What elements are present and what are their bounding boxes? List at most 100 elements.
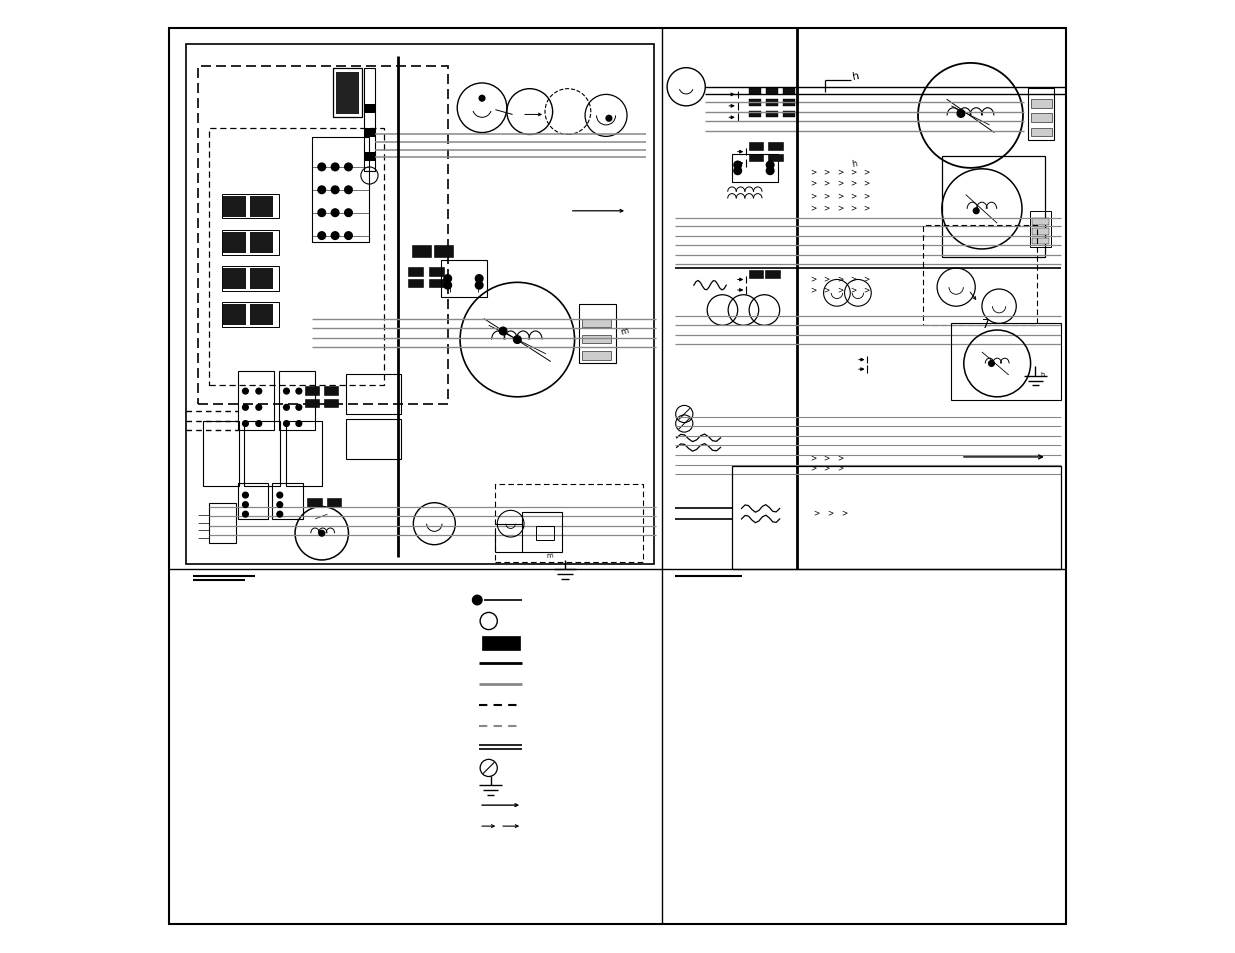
- Bar: [224, 305, 247, 326]
- Bar: [224, 269, 247, 290]
- Bar: [285, 421, 322, 486]
- Bar: [783, 100, 795, 107]
- Circle shape: [475, 275, 483, 283]
- Circle shape: [277, 512, 283, 517]
- Circle shape: [988, 361, 994, 367]
- Circle shape: [242, 421, 248, 427]
- Circle shape: [317, 164, 326, 172]
- Bar: [346, 419, 401, 459]
- Circle shape: [973, 209, 979, 214]
- Text: >: >: [837, 462, 844, 472]
- Bar: [224, 196, 247, 217]
- Bar: [1030, 212, 1051, 248]
- Bar: [768, 154, 783, 162]
- Bar: [346, 375, 401, 415]
- Circle shape: [256, 421, 262, 427]
- Text: >: >: [824, 167, 830, 176]
- Circle shape: [767, 168, 774, 175]
- Text: >: >: [837, 274, 844, 283]
- Circle shape: [345, 187, 352, 194]
- Circle shape: [475, 282, 483, 290]
- Bar: [732, 154, 778, 183]
- Circle shape: [317, 210, 326, 217]
- Circle shape: [242, 512, 248, 517]
- Bar: [767, 112, 778, 118]
- Circle shape: [443, 275, 452, 283]
- Text: >: >: [810, 203, 816, 213]
- Text: >: >: [863, 191, 869, 200]
- Circle shape: [734, 168, 741, 175]
- Bar: [238, 483, 268, 519]
- Circle shape: [331, 164, 338, 172]
- Text: >: >: [810, 178, 816, 188]
- Bar: [198, 67, 448, 405]
- Text: >: >: [863, 274, 869, 283]
- Text: >: >: [827, 508, 834, 517]
- Bar: [1030, 100, 1051, 109]
- Bar: [750, 154, 763, 162]
- Bar: [767, 89, 778, 95]
- Bar: [579, 305, 615, 364]
- Bar: [767, 100, 778, 107]
- Text: >: >: [837, 167, 844, 176]
- Text: h: h: [1040, 372, 1045, 377]
- Bar: [209, 503, 236, 543]
- Bar: [308, 498, 322, 507]
- Text: 7: 7: [982, 317, 990, 331]
- Circle shape: [767, 162, 774, 170]
- Bar: [582, 335, 611, 344]
- Circle shape: [277, 493, 283, 498]
- Bar: [435, 246, 453, 257]
- Circle shape: [345, 210, 352, 217]
- Bar: [1028, 89, 1055, 141]
- Text: m: m: [620, 326, 630, 337]
- Text: >: >: [824, 203, 830, 213]
- Text: >: >: [837, 191, 844, 200]
- Text: >: >: [850, 178, 857, 188]
- Bar: [750, 112, 761, 118]
- Bar: [209, 129, 384, 386]
- Text: >: >: [824, 453, 830, 462]
- Bar: [495, 484, 643, 562]
- Text: >: >: [810, 285, 816, 294]
- Text: >: >: [863, 285, 869, 294]
- Text: >: >: [824, 178, 830, 188]
- Bar: [243, 421, 280, 486]
- Bar: [364, 129, 375, 138]
- Text: >: >: [837, 203, 844, 213]
- Bar: [1031, 219, 1049, 226]
- Bar: [1031, 238, 1049, 245]
- Text: >: >: [842, 508, 848, 517]
- Bar: [942, 157, 1045, 257]
- Bar: [482, 637, 520, 650]
- Bar: [783, 89, 795, 95]
- Bar: [221, 231, 279, 255]
- Text: >: >: [837, 178, 844, 188]
- Bar: [522, 513, 562, 553]
- Text: >: >: [824, 285, 830, 294]
- Bar: [251, 269, 273, 290]
- Text: >: >: [824, 462, 830, 472]
- Bar: [203, 421, 238, 486]
- Bar: [750, 143, 763, 151]
- Bar: [582, 352, 611, 360]
- Text: >: >: [810, 167, 816, 176]
- Bar: [224, 233, 247, 253]
- Text: >: >: [813, 508, 819, 517]
- Text: >: >: [863, 203, 869, 213]
- Circle shape: [345, 164, 352, 172]
- Bar: [429, 279, 443, 288]
- Bar: [279, 372, 315, 431]
- Text: >: >: [810, 191, 816, 200]
- Bar: [1030, 114, 1051, 123]
- Bar: [1031, 229, 1049, 235]
- Text: >: >: [850, 274, 857, 283]
- Bar: [408, 279, 422, 288]
- Bar: [221, 194, 279, 219]
- Circle shape: [473, 596, 482, 605]
- Bar: [251, 233, 273, 253]
- Bar: [333, 69, 362, 118]
- Text: >: >: [837, 453, 844, 462]
- Text: >: >: [824, 274, 830, 283]
- Bar: [221, 267, 279, 292]
